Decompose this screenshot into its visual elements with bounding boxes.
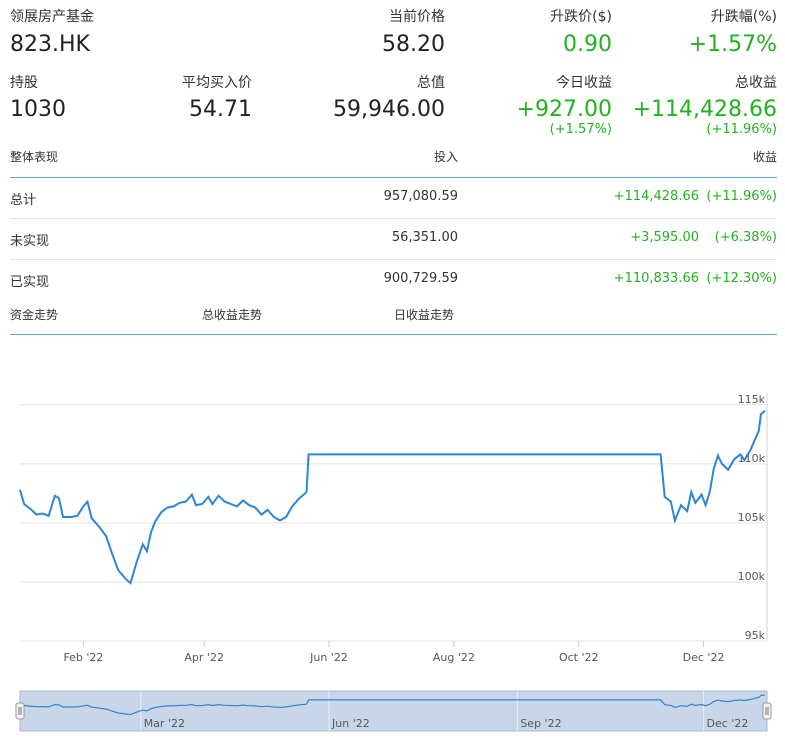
row-label: 已实现 xyxy=(10,275,50,290)
y-tick-label: 110k xyxy=(738,452,766,465)
y-axis: 95k 100k 105k 110k 115k xyxy=(738,393,766,642)
chart-grid xyxy=(20,393,768,642)
x-tick-label: Oct '22 xyxy=(559,651,599,664)
tab-daily-gain-trend[interactable]: 日收益走势 xyxy=(394,308,455,322)
navigator-tick-label: Dec '22 xyxy=(707,717,749,730)
total-value-label: 总值 xyxy=(417,75,445,91)
change-pct-label: 升跌幅(%) xyxy=(710,9,777,25)
row-invest: 900,729.59 xyxy=(383,271,458,286)
navigator-series-line xyxy=(19,694,766,716)
today-gain-label: 今日收益 xyxy=(556,75,612,91)
table-header-divider xyxy=(10,177,777,178)
performance-label: 整体表现 xyxy=(10,150,59,164)
current-price: 58.20 xyxy=(382,32,445,57)
navigator-left-handle[interactable] xyxy=(15,702,25,720)
x-tick-label: Dec '22 xyxy=(683,651,725,664)
y-tick-label: 100k xyxy=(738,570,766,583)
shares-value: 1030 xyxy=(10,97,66,122)
today-gain-pct: (+1.57%) xyxy=(549,122,612,137)
row-gain: +3,595.00 xyxy=(630,230,699,245)
today-gain-value: +927.00 xyxy=(516,97,612,122)
gain-header: 收益 xyxy=(752,150,777,164)
shares-label: 持股 xyxy=(10,75,38,91)
series-line xyxy=(19,409,766,585)
total-value: 59,946.00 xyxy=(333,97,445,122)
navigator-tick-label: Jun '22 xyxy=(331,717,370,730)
y-tick-label: 105k xyxy=(738,511,766,524)
total-gain-value: +114,428.66 xyxy=(632,97,777,122)
navigator: Mar '22 Jun '22 Sep '22 Dec '22 xyxy=(15,690,772,732)
row-invest: 56,351.00 xyxy=(391,230,458,245)
change-pct-value: +1.57% xyxy=(688,32,777,57)
current-price-label: 当前价格 xyxy=(389,9,445,25)
row-divider xyxy=(10,218,777,219)
avg-price-label: 平均买入价 xyxy=(182,75,252,91)
row-gain-pct: (+11.96%) xyxy=(706,189,777,204)
navigator-tick-label: Sep '22 xyxy=(520,717,561,730)
total-gain-label: 总收益 xyxy=(735,75,777,91)
row-gain: +110,833.66 xyxy=(613,271,699,286)
row-invest: 957,080.59 xyxy=(383,189,458,204)
total-gain-pct: (+11.96%) xyxy=(706,122,777,137)
row-label: 未实现 xyxy=(10,234,50,249)
fund-name: 领展房产基金 xyxy=(10,9,94,25)
navigator-tick-label: Mar '22 xyxy=(144,717,185,730)
ticker: 823.HK xyxy=(10,32,90,57)
y-tick-label: 115k xyxy=(738,393,766,406)
row-gain-pct: (+6.38%) xyxy=(714,230,777,245)
invest-header: 投入 xyxy=(433,150,458,164)
change-value: 0.90 xyxy=(563,32,612,57)
x-tick-label: Feb '22 xyxy=(63,651,103,664)
row-divider xyxy=(10,259,777,260)
navigator-selection xyxy=(19,690,768,732)
x-tick-label: Jun '22 xyxy=(309,651,348,664)
tab-fund-trend[interactable]: 资金走势 xyxy=(10,308,59,322)
avg-price-value: 54.71 xyxy=(189,97,252,122)
x-tick-label: Apr '22 xyxy=(184,651,224,664)
row-gain-pct: (+12.30%) xyxy=(706,271,777,286)
tabs-divider xyxy=(10,334,777,335)
change-label: 升跌价($) xyxy=(550,9,612,25)
row-label: 总计 xyxy=(10,193,37,208)
tab-total-gain-trend[interactable]: 总收益走势 xyxy=(202,308,263,322)
navigator-right-handle[interactable] xyxy=(762,702,772,720)
x-tick-label: Aug '22 xyxy=(433,651,475,664)
x-axis: Feb '22 Apr '22 Jun '22 Aug '22 Oct '22 Dec '… xyxy=(63,641,724,664)
y-tick-label: 95k xyxy=(745,629,766,642)
row-gain: +114,428.66 xyxy=(613,189,699,204)
